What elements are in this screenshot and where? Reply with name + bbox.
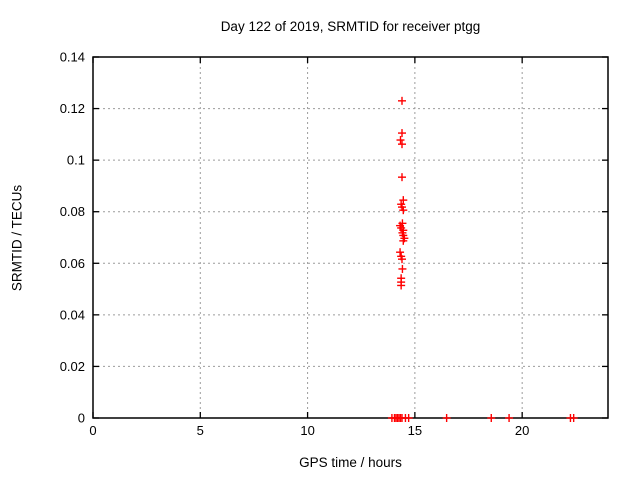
y-tick-label: 0.04	[60, 307, 85, 322]
axis-ticks	[92, 56, 608, 419]
data-point	[397, 281, 406, 290]
data-point	[442, 414, 451, 422]
data-point	[404, 414, 413, 422]
scatter-points	[387, 96, 578, 422]
y-tick-label: 0.14	[60, 50, 85, 65]
plot-border	[92, 56, 609, 419]
plot-border-rect	[92, 56, 609, 419]
x-tick-label: 10	[300, 423, 314, 438]
y-tick-label: 0	[78, 411, 85, 426]
tick-labels: 0 5 10 15 20 0 0.02 0.04 0.06 0.08 0.1 0.12 0.14	[60, 50, 530, 439]
data-point	[398, 140, 406, 149]
data-point	[398, 173, 406, 182]
data-point	[398, 264, 407, 273]
data-point	[399, 236, 408, 245]
x-tick-label: 20	[515, 423, 529, 438]
y-tick-label: 0.12	[60, 101, 85, 116]
data-point	[505, 414, 514, 422]
data-point	[569, 414, 578, 422]
data-point	[396, 136, 405, 145]
data-point	[398, 96, 406, 105]
data-point	[399, 196, 408, 205]
x-tick-label: 5	[197, 423, 204, 438]
x-tick-label: 15	[408, 423, 422, 438]
y-tick-label: 0.06	[60, 256, 85, 271]
x-axis-label: GPS time / hours	[299, 455, 402, 470]
data-point	[487, 414, 496, 422]
data-point	[399, 206, 408, 215]
y-tick-label: 0.08	[60, 204, 85, 219]
y-axis-label: SRMTID / TECUs	[9, 184, 25, 292]
x-tick-label: 0	[89, 423, 96, 438]
chart-title: Day 122 of 2019, SRMTID for receiver ptg…	[220, 19, 481, 34]
y-tick-label: 0.1	[67, 153, 85, 168]
data-point	[396, 248, 405, 257]
data-point	[398, 255, 406, 264]
y-tick-label: 0.02	[60, 359, 85, 374]
grid-lines	[93, 57, 608, 418]
data-point	[398, 129, 406, 138]
